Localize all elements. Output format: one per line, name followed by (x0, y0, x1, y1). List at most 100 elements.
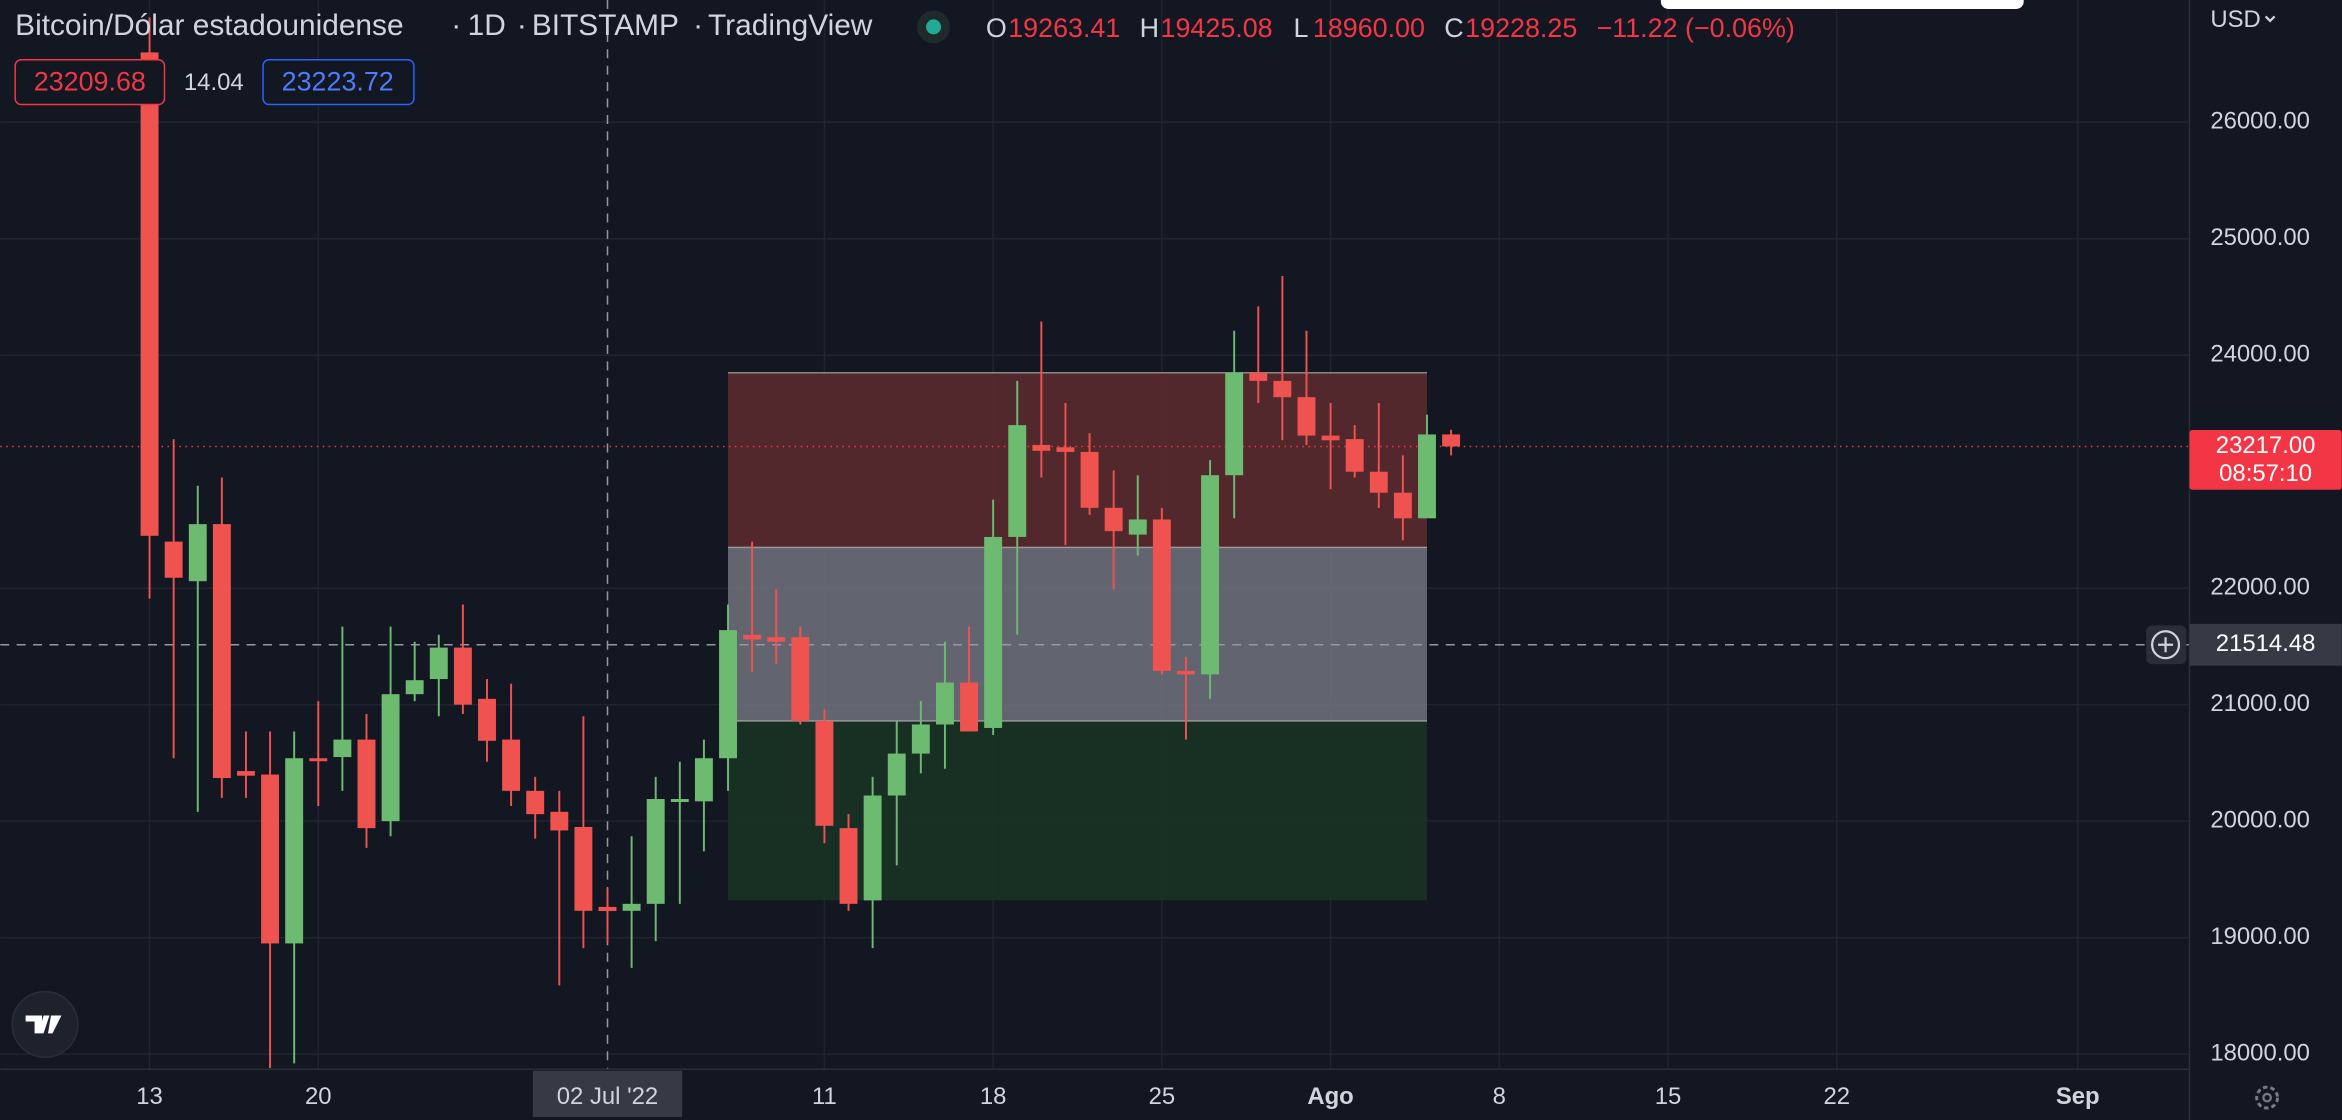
x-tick-label: 22 (1823, 1083, 1850, 1110)
candle-body (1032, 444, 1051, 451)
separator: · (451, 9, 461, 42)
x-tick-label: 25 (1149, 1083, 1176, 1110)
x-tick-label: Ago (1307, 1083, 1353, 1110)
candle-body (935, 682, 954, 725)
position-zone (728, 372, 1427, 548)
crosshair-time-box (532, 1070, 683, 1118)
candle-body (188, 524, 207, 582)
candle-body (887, 753, 906, 796)
candle-body (237, 771, 255, 776)
candle-body (1056, 447, 1075, 452)
buy-price: 23223.72 (282, 67, 394, 97)
candle-body (453, 647, 472, 705)
toolbar-edge[interactable] (1660, 0, 2024, 9)
candle-body (839, 828, 858, 904)
ohlc-value: 19228.25 (1465, 13, 1577, 43)
header: Bitcoin/Dólar estadounidense · 1D · BITS… (14, 0, 2276, 106)
settings-icon[interactable] (2255, 1085, 2280, 1110)
ohlc-label: O (986, 13, 1007, 43)
ohlc-value: 18960.00 (1313, 13, 1425, 43)
exchange: BITSTAMP (532, 9, 679, 42)
candle-body (1321, 435, 1340, 441)
candle-body (622, 903, 641, 911)
ohlc-label: H (1140, 13, 1159, 43)
y-tick-label: 19000.00 (2210, 923, 2310, 950)
candle-body (719, 630, 737, 759)
candle-body (1369, 471, 1388, 493)
x-tick-label: Sep (2056, 1083, 2100, 1110)
candle-body (815, 720, 834, 826)
y-tick-label: 26000.00 (2210, 108, 2310, 135)
countdown-label: 08:57:10 (2219, 460, 2312, 487)
candle-body (1249, 372, 1268, 381)
market-status-dot (926, 19, 942, 35)
y-tick-label: 22000.00 (2210, 574, 2310, 601)
candle-body (1297, 397, 1316, 436)
separator: · (517, 9, 527, 42)
gear-outer (2255, 1085, 2280, 1110)
x-tick-label: 11 (812, 1083, 837, 1110)
currency[interactable]: USD (2210, 6, 2260, 33)
ohlc-label: L (1293, 13, 1308, 43)
candle-body (502, 739, 521, 791)
symbol-name: Bitcoin/Dólar estadounidense (15, 9, 403, 42)
candle-body (526, 790, 545, 815)
add-alert-plus (2158, 637, 2174, 653)
candle-body (333, 739, 352, 758)
candle-body (984, 536, 1003, 728)
y-tick-label: 18000.00 (2210, 1039, 2310, 1066)
candle-body (791, 637, 810, 721)
candle-body (478, 698, 496, 741)
candle-body (743, 634, 762, 640)
y-tick-label: 25000.00 (2210, 224, 2310, 251)
y-tick-label: 20000.00 (2210, 806, 2310, 833)
last-price-box (2189, 430, 2342, 490)
candle-body (1442, 434, 1461, 447)
candle-body (1201, 475, 1220, 675)
ohlc-change: −11.22 (−0.06%) (1597, 13, 1795, 43)
candle-body (646, 799, 665, 904)
candles (140, 17, 1461, 1069)
candle-body (960, 682, 979, 732)
candle-body (1080, 451, 1099, 508)
candle-body (381, 694, 400, 822)
spread: 14.04 (184, 69, 244, 96)
buy-badge[interactable] (262, 58, 415, 106)
x-tick-label: 8 (1493, 1083, 1506, 1110)
gear-inner (2262, 1092, 2272, 1103)
interval[interactable]: 1D (468, 9, 506, 42)
candle-body (670, 799, 689, 802)
candle-body (1225, 372, 1244, 476)
tv-logo[interactable] (11, 990, 79, 1059)
candle-body (309, 758, 328, 762)
x-tick-label: 18 (980, 1083, 1007, 1110)
candle-body (574, 826, 593, 911)
add-alert-icon (2151, 630, 2181, 660)
candle-body (911, 724, 930, 754)
source: TradingView (708, 9, 873, 42)
candle-body (863, 795, 882, 901)
candle-body (1104, 507, 1123, 532)
crosshair-price-box (2189, 623, 2342, 666)
candle-body (550, 811, 569, 831)
candle-body (598, 906, 617, 912)
position-zone (728, 547, 1427, 721)
candle-body (1177, 670, 1195, 675)
candle-body (1273, 380, 1292, 398)
x-tick-label: 02 Jul '22 (557, 1083, 658, 1110)
candle-body (405, 680, 424, 695)
currency-chevron (2264, 15, 2276, 23)
sell-badge[interactable] (14, 58, 166, 106)
candle-body (285, 758, 304, 944)
x-tick-label: 13 (136, 1083, 163, 1110)
axes: 18000.00 19000.00 20000.00 21000.00 22000.00… (136, 108, 2342, 1118)
candle-body (694, 758, 713, 802)
x-tick-label: 20 (305, 1083, 332, 1110)
candle-body (1345, 439, 1364, 472)
candle-body (357, 739, 376, 829)
ohlc-value: 19425.08 (1161, 13, 1273, 43)
candle-body (261, 774, 280, 944)
candle-body (429, 647, 448, 680)
candle-body (767, 637, 786, 642)
